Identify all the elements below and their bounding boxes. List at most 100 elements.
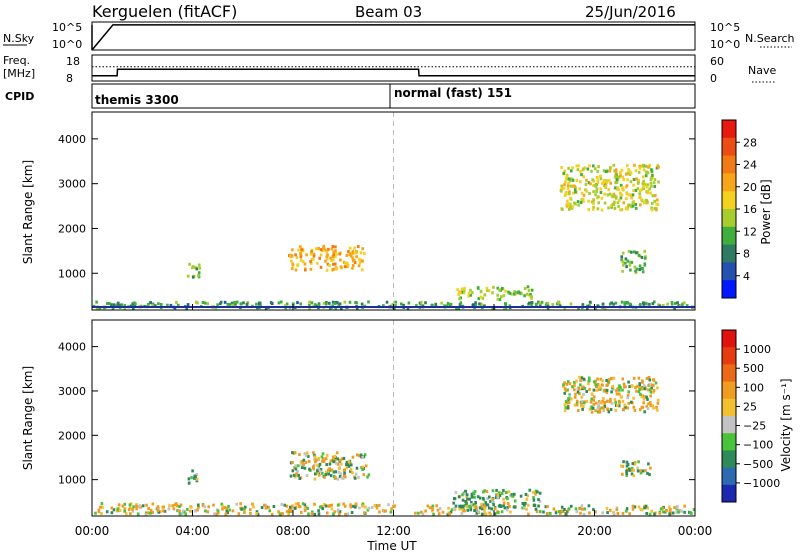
power-cell [335,252,338,256]
velocity-cell [636,469,640,473]
velocity-cell [97,508,101,512]
power-cell [455,306,458,310]
power-y-tick-label: 1000 [58,267,86,280]
power-cell [650,176,653,180]
power-cell [332,262,335,266]
power-cell [458,303,462,307]
velocity-cell [335,451,339,455]
velocity-cell [168,504,171,508]
power-cell [583,166,587,170]
velocity-cell [634,386,637,389]
power-cell [123,304,127,308]
velocity-cell [157,510,160,514]
power-cell [255,302,258,306]
velocity-cell [526,503,530,507]
velocity-cell [645,404,649,408]
velocity-cell [239,502,242,506]
velocity-cell [325,453,329,457]
power-cell [582,175,585,179]
power-cell [277,301,281,305]
velocity-cell [346,512,349,516]
velocity-cell [470,500,473,504]
power-cell [582,167,585,171]
power-cell [343,265,347,269]
power-cell [245,302,249,306]
power-cell [508,304,512,308]
power-cell [604,184,608,188]
power-cell [351,259,355,263]
power-cell [459,301,463,305]
velocity-cell [228,508,231,512]
velocity-cell [299,460,303,464]
velocity-cell [519,494,523,498]
power-cell [191,275,195,279]
power-cell [361,247,364,251]
velocity-cell [636,466,639,470]
velocity-cbar-swatch [722,330,736,348]
power-cell [587,199,590,203]
velocity-cell [512,505,516,509]
power-cell [653,300,656,304]
power-cell [628,263,632,267]
velocity-cell [642,384,646,388]
velocity-cbar-swatch [722,467,736,486]
velocity-cbar-tick-label: 500 [743,362,764,375]
velocity-cell [562,384,565,388]
velocity-cell [521,502,525,505]
velocity-cell [644,469,647,473]
velocity-cell [123,507,127,511]
power-cell [347,250,350,254]
power-cell [300,248,304,252]
power-cell [310,250,313,254]
power-cell [528,301,531,305]
power-cell [621,251,625,255]
velocity-cell [646,471,649,475]
velocity-cell [641,405,645,409]
velocity-cell [683,504,686,508]
power-cell [228,302,232,306]
velocity-cell [612,512,616,516]
velocity-cell [465,493,469,497]
velocity-cell [161,509,165,513]
power-cell [617,204,620,208]
power-cell [349,254,353,258]
power-cell [319,253,323,257]
power-cell [604,170,608,174]
velocity-cell [668,512,671,516]
velocity-cell [321,459,324,463]
velocity-cell [590,410,594,414]
velocity-cell [612,511,615,514]
velocity-cell [567,380,570,384]
velocity-cell [315,458,318,462]
velocity-cell [505,508,509,512]
velocity-cell [354,505,357,509]
velocity-cbar-frame [721,329,737,503]
velocity-cell [630,400,633,404]
velocity-cell [125,512,128,516]
velocity-cell [628,467,631,471]
velocity-cell [338,475,342,478]
velocity-cell [573,395,577,399]
power-cell [594,167,597,171]
velocity-cell [592,398,595,402]
velocity-cell [158,510,162,514]
velocity-cell [297,464,300,468]
velocity-cell [318,505,322,509]
velocity-cell [389,510,393,514]
velocity-cell [221,507,224,511]
velocity-cell [132,505,135,509]
velocity-cell [491,500,494,504]
velocity-cell [625,509,628,513]
velocity-cell [632,474,636,478]
velocity-cell [136,512,140,516]
velocity-cell [538,499,542,503]
velocity-cell [554,511,558,515]
velocity-cell [477,510,480,514]
power-cell [382,304,385,308]
power-cell [592,190,595,194]
velocity-cell [357,475,360,479]
velocity-cell [364,464,368,468]
power-cbar-swatch [722,137,736,157]
velocity-cell [156,505,160,509]
velocity-cell [643,410,646,414]
